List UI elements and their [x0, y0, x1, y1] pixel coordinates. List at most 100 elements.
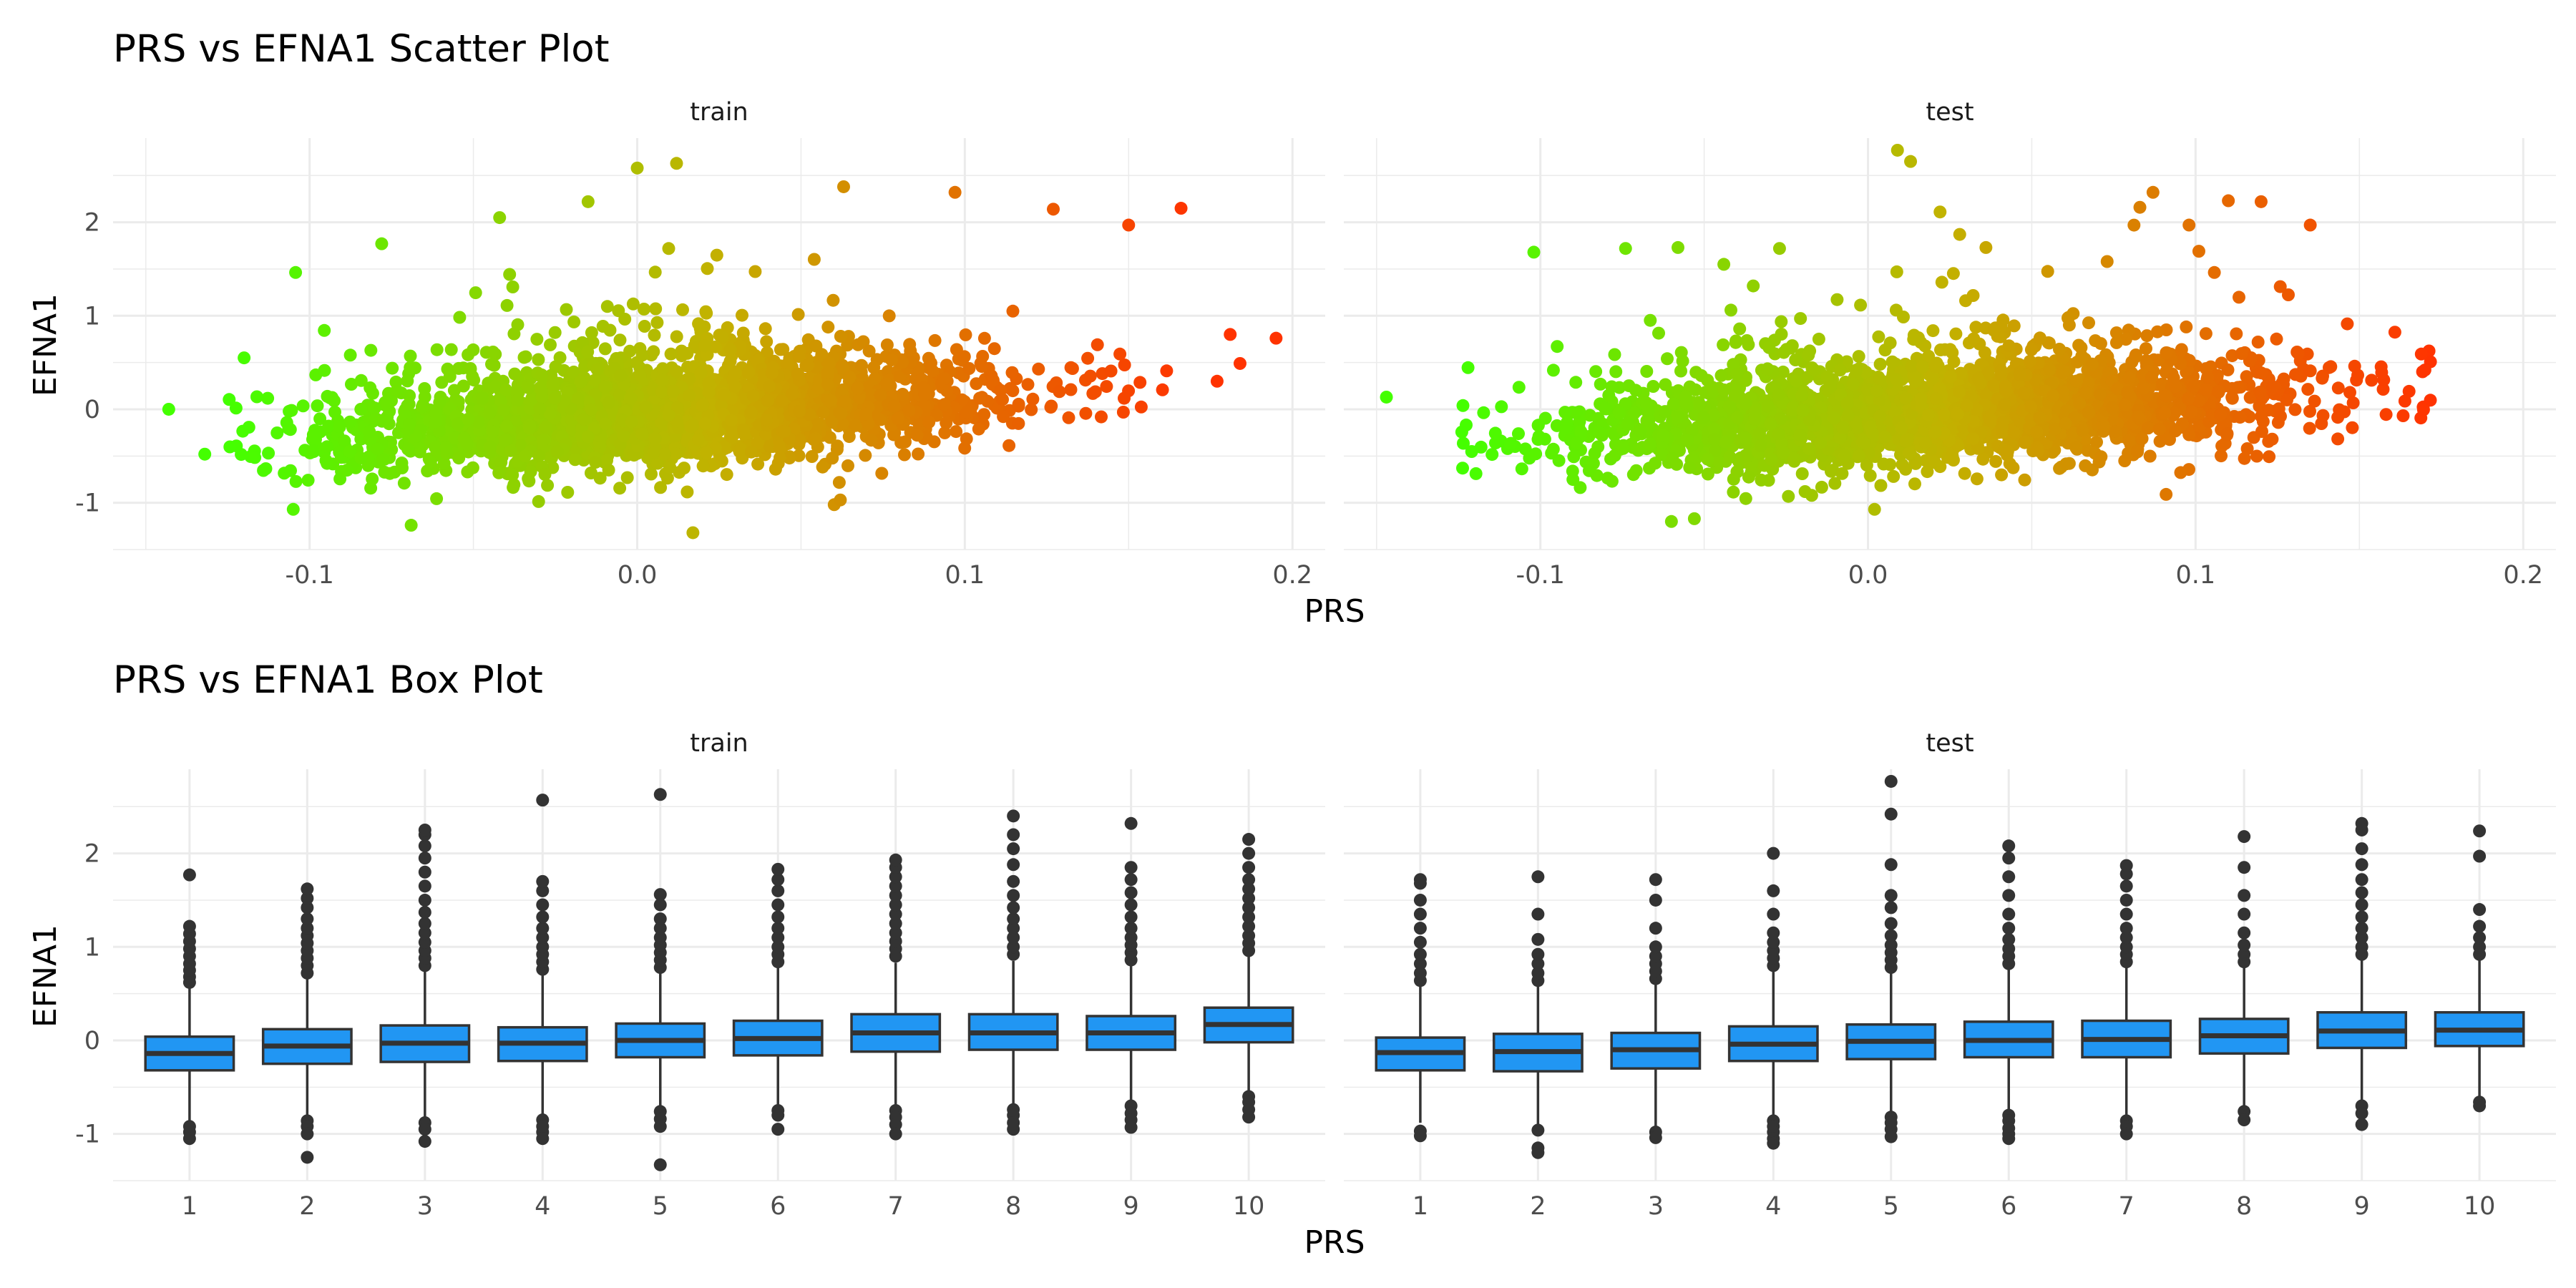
scatter-point	[1661, 352, 1674, 366]
scatter-point	[1005, 366, 1019, 379]
scatter-outlier-point	[286, 502, 300, 516]
scatter-point	[807, 253, 821, 266]
scatter-point	[1044, 401, 1058, 414]
scatter-point	[1616, 441, 1630, 455]
scatter-point	[896, 356, 909, 369]
scatter-point	[926, 364, 940, 378]
scatter-point	[429, 415, 442, 429]
scatter-point	[1091, 338, 1104, 351]
scatter-point	[633, 369, 647, 382]
scatter-point	[662, 408, 675, 421]
scatter-point	[612, 304, 625, 318]
scatter-outlier-point	[1210, 374, 1224, 388]
scatter-point	[467, 343, 480, 356]
scatter-point	[1777, 346, 1790, 359]
scatter-point	[1701, 452, 1714, 466]
scatter-point	[1907, 333, 1921, 346]
scatter-point	[1733, 322, 1747, 336]
scatter-point	[484, 440, 497, 454]
scatter-point	[486, 425, 499, 439]
x-tick-label: -0.1	[286, 561, 334, 590]
scatter-point	[761, 394, 774, 407]
scatter-point	[560, 303, 573, 316]
scatter-point	[1588, 447, 1601, 460]
scatter-point	[1877, 457, 1890, 471]
scatter-point	[1966, 289, 1980, 302]
scatter-point	[677, 347, 691, 361]
scatter-point	[625, 415, 638, 429]
scatter-point	[1065, 362, 1079, 375]
scatter-point	[960, 432, 973, 446]
scatter-point	[510, 394, 524, 407]
scatter-point	[2127, 218, 2141, 232]
scatter-point	[544, 338, 557, 351]
scatter-point	[2070, 374, 2084, 388]
scatter-point	[2235, 347, 2248, 361]
scatter-point	[364, 343, 378, 357]
scatter-point	[2251, 336, 2265, 348]
scatter-point	[538, 468, 552, 481]
scatter-point	[567, 315, 581, 328]
scatter-point	[404, 349, 417, 363]
scatter-point	[639, 401, 653, 414]
scatter-outlier-point	[581, 195, 595, 208]
scatter-point	[572, 391, 585, 405]
scatter-point	[1032, 362, 1045, 376]
scatter-point	[1104, 364, 1118, 378]
scatter-point	[1629, 384, 1642, 397]
scatter-point	[816, 460, 829, 474]
scatter-point	[778, 424, 791, 438]
scatter-point	[248, 451, 262, 464]
scatter-point	[363, 425, 376, 439]
scatter-point	[500, 298, 514, 312]
scatter-point	[1693, 398, 1707, 411]
scatter-point	[1815, 480, 1828, 494]
scatter-point	[720, 468, 733, 482]
scatter-point	[574, 375, 587, 389]
scatter-point	[977, 331, 991, 345]
scatter-point	[404, 361, 417, 374]
scatter-point	[834, 330, 847, 343]
scatter-point	[662, 242, 675, 255]
scatter-point	[1002, 439, 1016, 452]
scatter-point	[581, 430, 595, 444]
scatter-point	[725, 414, 738, 427]
scatter-point	[433, 396, 447, 409]
scatter-point	[699, 305, 713, 318]
scatter-point	[2233, 411, 2247, 424]
scatter-point	[667, 385, 680, 398]
scatter-point	[700, 446, 713, 459]
scatter-point	[2221, 363, 2235, 376]
scatter-point	[2331, 381, 2345, 395]
scatter-point	[1053, 385, 1066, 399]
scatter-point	[973, 391, 987, 405]
scatter-point	[669, 447, 683, 461]
scatter-point	[530, 333, 544, 346]
scatter-point	[506, 280, 519, 293]
scatter-point	[696, 399, 709, 413]
scatter-point	[670, 330, 683, 343]
scatter-point	[1529, 447, 1543, 461]
scatter-point	[678, 462, 691, 475]
scatter-point	[1551, 340, 1564, 353]
scatter-outlier-point	[493, 211, 507, 225]
scatter-point	[1605, 380, 1619, 394]
scatter-point	[1531, 419, 1545, 432]
scatter-point	[548, 326, 562, 339]
scatter-point	[321, 440, 333, 454]
scatter-point	[898, 448, 911, 462]
scatter-point	[624, 391, 638, 405]
scatter-point	[1908, 477, 1921, 491]
scatter-point	[736, 423, 750, 436]
scatter-point	[1970, 472, 1984, 486]
scatter-point	[821, 321, 835, 334]
scatter-point	[492, 466, 506, 479]
x-tick-label: -0.1	[1516, 561, 1565, 590]
scatter-point	[328, 405, 341, 419]
scatter-point	[453, 311, 467, 324]
scatter-point	[702, 386, 716, 399]
scatter-point	[638, 320, 651, 333]
scatter-point	[1495, 400, 1508, 414]
scatter-point	[862, 344, 876, 358]
